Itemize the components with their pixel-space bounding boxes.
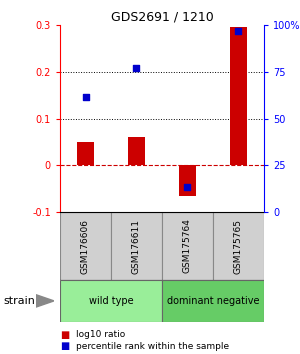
Bar	[178, 165, 196, 196]
Text: GSM176611: GSM176611	[132, 218, 141, 274]
Point	[83, 94, 88, 100]
Text: GSM175764: GSM175764	[183, 218, 192, 274]
Bar	[230, 27, 247, 165]
Point	[185, 184, 190, 190]
Bar	[162, 212, 213, 280]
Polygon shape	[36, 295, 54, 307]
Title: GDS2691 / 1210: GDS2691 / 1210	[111, 11, 213, 24]
Bar	[162, 280, 264, 322]
Bar	[60, 212, 111, 280]
Point	[134, 65, 139, 71]
Bar	[76, 142, 94, 165]
Bar	[60, 280, 162, 322]
Bar	[128, 137, 146, 165]
Text: GSM175765: GSM175765	[234, 218, 243, 274]
Point	[236, 29, 241, 34]
Bar	[213, 212, 264, 280]
Text: ■: ■	[60, 330, 69, 339]
Text: ■: ■	[60, 341, 69, 351]
Bar	[111, 212, 162, 280]
Text: log10 ratio: log10 ratio	[76, 330, 126, 339]
Text: wild type: wild type	[89, 296, 133, 306]
Text: percentile rank within the sample: percentile rank within the sample	[76, 342, 230, 351]
Text: dominant negative: dominant negative	[167, 296, 259, 306]
Text: GSM176606: GSM176606	[81, 218, 90, 274]
Text: strain: strain	[3, 296, 35, 306]
